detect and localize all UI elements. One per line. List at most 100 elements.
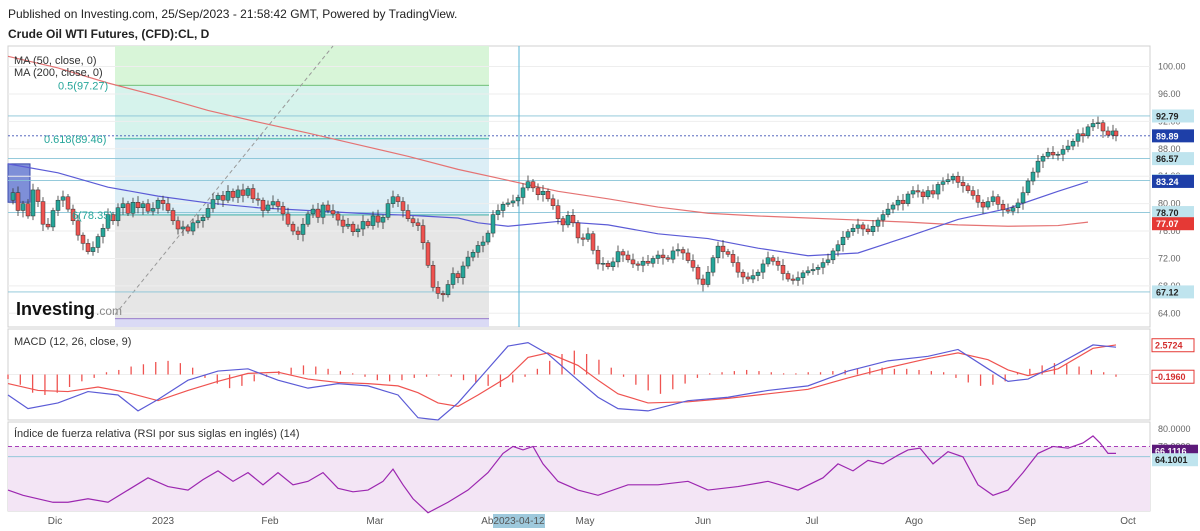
candle xyxy=(995,194,1001,210)
candle-body xyxy=(140,203,146,208)
candle xyxy=(530,178,536,192)
level-tag-box xyxy=(1152,285,1194,299)
candle xyxy=(655,250,661,264)
candle-body xyxy=(1000,204,1006,211)
candle xyxy=(490,210,496,238)
candle xyxy=(980,199,986,214)
candle xyxy=(110,211,116,225)
candle xyxy=(280,201,286,221)
candle-body xyxy=(645,260,651,264)
candle-body xyxy=(1035,160,1041,173)
candle xyxy=(925,186,931,200)
candle xyxy=(740,269,746,284)
fib-zone-bottom xyxy=(115,318,489,327)
x-axis-label: Jun xyxy=(695,516,711,527)
candle xyxy=(975,189,981,208)
candle xyxy=(445,280,451,298)
candle-body xyxy=(965,185,971,191)
candle xyxy=(295,226,301,240)
candle xyxy=(605,260,611,270)
candle-body xyxy=(470,252,476,258)
logo-wordmark: Investing xyxy=(16,299,95,319)
candle xyxy=(425,239,431,269)
candle xyxy=(990,190,996,206)
candle-body xyxy=(1080,133,1086,137)
candle-body xyxy=(55,199,61,211)
candle-body xyxy=(35,189,41,202)
candle-body xyxy=(145,203,151,212)
candle-body xyxy=(150,208,156,212)
candle xyxy=(165,197,171,214)
candle xyxy=(550,194,556,210)
candle-body xyxy=(750,275,756,280)
candle xyxy=(315,202,321,223)
level-tag-box xyxy=(1152,109,1194,123)
candle-body xyxy=(250,188,256,200)
candle-body xyxy=(795,277,801,281)
candle xyxy=(105,208,111,232)
candle xyxy=(600,257,606,271)
candle-body xyxy=(360,221,366,230)
candle xyxy=(115,203,121,227)
candle xyxy=(340,215,346,234)
candle xyxy=(670,246,676,264)
date-marker-label: 2023-04-12 xyxy=(493,516,545,527)
candle-body xyxy=(720,245,726,252)
candle xyxy=(435,281,441,299)
candle-body xyxy=(560,218,566,226)
candle xyxy=(285,207,291,227)
candle-body xyxy=(430,265,436,288)
candle-body xyxy=(355,228,361,232)
candle xyxy=(370,211,376,230)
candle-body xyxy=(540,191,546,195)
candle-body xyxy=(305,213,311,225)
candle-body xyxy=(1030,171,1036,182)
candle-body xyxy=(650,258,656,264)
candle-body xyxy=(620,251,626,256)
candle xyxy=(510,194,516,208)
candle-body xyxy=(700,278,706,285)
candle xyxy=(460,261,466,285)
instrument-title: Crude Oil WTI Futures, (CFD):CL, D xyxy=(8,27,210,41)
candle-body xyxy=(155,199,161,209)
candle xyxy=(635,261,641,271)
candle-body xyxy=(845,231,851,238)
candle xyxy=(985,197,991,210)
candle-body xyxy=(610,261,616,267)
candle-body xyxy=(635,263,641,266)
candle-body xyxy=(835,244,841,252)
candle xyxy=(125,200,131,216)
candle xyxy=(360,215,366,236)
candle-body xyxy=(745,276,751,280)
candle-body xyxy=(1045,151,1051,157)
candle-body xyxy=(945,179,951,182)
ma-tag: 83.24 xyxy=(1156,177,1179,187)
candle xyxy=(1000,199,1006,217)
legend-ma200: MA (200, close, 0) xyxy=(14,67,103,79)
candle xyxy=(205,203,211,221)
candle xyxy=(955,171,961,188)
candle xyxy=(210,193,216,213)
candle-body xyxy=(865,228,871,232)
candle-body xyxy=(805,270,811,274)
candle xyxy=(405,204,411,222)
candle-body xyxy=(325,204,331,211)
macd-signal-line xyxy=(7,344,1117,407)
candle-body xyxy=(800,272,806,278)
candle xyxy=(195,214,201,229)
candle-body xyxy=(210,199,216,209)
candle xyxy=(150,202,156,216)
candle-body xyxy=(75,220,81,236)
candle-body xyxy=(715,245,721,259)
macd-tag-box xyxy=(1151,369,1195,384)
candle xyxy=(1095,116,1101,129)
candle xyxy=(65,194,71,212)
candle-body xyxy=(385,203,391,218)
candle-body xyxy=(630,259,636,265)
candle-body xyxy=(350,223,356,232)
candle xyxy=(625,250,631,263)
candle xyxy=(800,270,806,285)
ma-tag: 77.07 xyxy=(1156,219,1179,229)
candle xyxy=(470,249,476,262)
